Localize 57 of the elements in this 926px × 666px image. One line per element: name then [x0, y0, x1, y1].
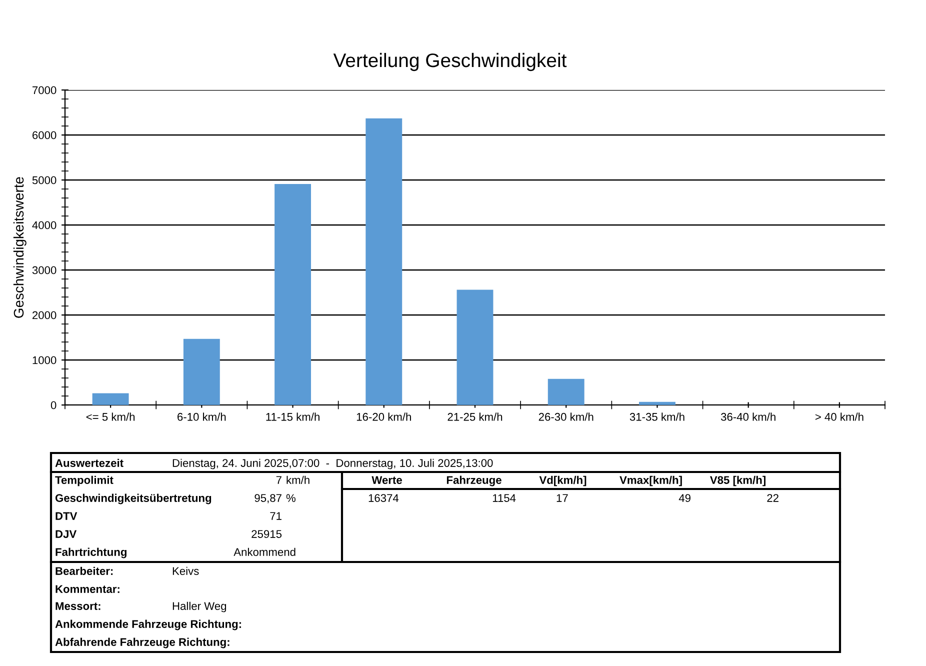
text: Werte — [372, 476, 402, 484]
text: 22 — [767, 494, 778, 502]
y-tick-label: 1000 — [32, 356, 56, 364]
x-tick-label: 16-20 km/h — [356, 412, 411, 421]
bar — [639, 402, 676, 405]
text: DJV — [56, 530, 77, 538]
bar — [183, 338, 220, 405]
text: Ankommende Fahrzeuge Richtung: — [55, 620, 241, 630]
text: Tempolimit — [55, 476, 114, 486]
text: Auswertezeit — [55, 458, 124, 467]
y-tick-label: 0 — [50, 401, 56, 410]
y-tick-label: 2000 — [32, 311, 56, 320]
text: 7 — [276, 476, 282, 484]
bar — [456, 290, 494, 405]
text: 16374 — [368, 494, 399, 502]
x-tick-label: 11-15 km/h — [266, 412, 320, 421]
y-tick-label: 4000 — [32, 221, 56, 230]
text: V85 [km/h] — [710, 476, 766, 486]
y-tick-label: 3000 — [32, 266, 56, 274]
text: Fahrzeuge — [446, 476, 502, 486]
text: Geschwindigkeitsübertretung — [55, 494, 212, 504]
text: DTV — [56, 512, 78, 520]
bar — [274, 184, 311, 405]
text: km/h — [286, 476, 310, 484]
text: Dienstag, 24. Juni 2025,07:00 - Donnerstag, 10. Juli 2025,13:00 — [172, 458, 493, 470]
x-tick-label: 26-30 km/h — [538, 412, 594, 421]
text: Kommentar: — [56, 585, 120, 593]
y-axis-title: Geschwindigkeitswerte — [13, 177, 26, 318]
text: 71 — [270, 512, 282, 520]
text: Abfahrende Fahrzeuge Richtung: — [55, 638, 230, 648]
text: 17 — [556, 494, 568, 502]
y-tick-label: 7000 — [32, 86, 56, 94]
text: Messort: — [56, 602, 100, 610]
bar — [366, 118, 402, 405]
y-tick-label: 5000 — [32, 176, 56, 184]
text: 25915 — [252, 530, 282, 538]
text: Haller Weg — [172, 602, 226, 612]
x-tick-label: 31-35 km/h — [630, 412, 684, 421]
text: % — [286, 494, 296, 502]
x-tick-label: > 40 km/h — [815, 412, 864, 421]
x-tick-label: <= 5 km/h — [86, 412, 135, 421]
text: Vmax[km/h] — [620, 476, 682, 486]
text: Fahrtrichtung — [56, 548, 126, 558]
text: Keivs — [172, 566, 199, 575]
chart-title: Verteilung Geschwindigkeit — [333, 52, 567, 72]
text: Bearbeiter: — [56, 566, 113, 575]
text: 95,87 — [254, 494, 282, 504]
x-tick-label: 21-25 km/h — [448, 412, 502, 421]
y-tick-label: 6000 — [32, 131, 56, 140]
x-tick-label: 6-10 km/h — [178, 412, 226, 421]
text: Vd[km/h] — [539, 476, 586, 486]
x-tick-label: 36-40 km/h — [720, 412, 776, 421]
text: Ankommend — [234, 548, 296, 556]
text: 1154 — [492, 494, 516, 502]
bar — [92, 393, 129, 405]
text: 49 — [678, 494, 690, 502]
bar — [548, 378, 584, 405]
